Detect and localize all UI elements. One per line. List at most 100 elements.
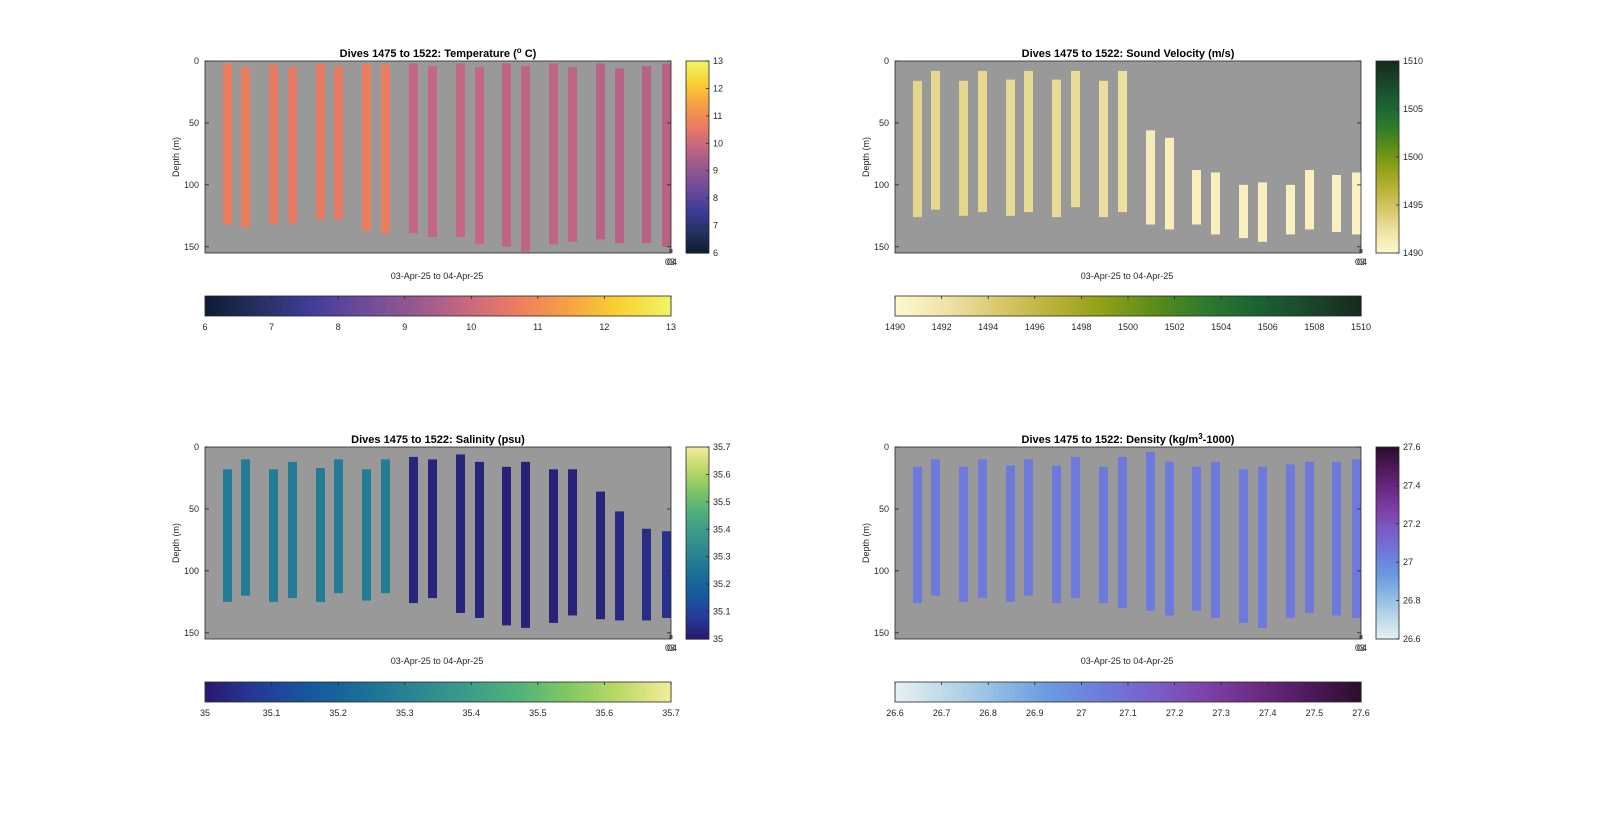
colorbar-segment [624, 296, 631, 316]
colorbar-tick-label: 35.4 [463, 708, 481, 718]
colorbar-segment [1076, 296, 1082, 316]
profile-bar [502, 63, 511, 247]
colorbar-segment [946, 682, 953, 702]
colorbar-segment [220, 682, 227, 702]
colorbar-segment [474, 296, 481, 316]
profile-bar [1165, 461, 1174, 616]
profile-bar [475, 461, 484, 618]
y-axis-label: Depth (m) [171, 137, 181, 177]
colorbar-segment [1184, 296, 1191, 316]
colorbar-segment [360, 682, 367, 702]
colorbar-tick-label: 27.2 [1166, 708, 1184, 718]
profile-bar [1192, 170, 1201, 225]
colorbar-segment [686, 530, 709, 534]
colorbar-tick-label: 35.1 [263, 708, 281, 718]
colorbar-segment [1376, 603, 1399, 608]
colorbar-segment [977, 296, 984, 316]
colorbar-segment [1029, 296, 1036, 316]
colorbar-segment [686, 495, 709, 499]
colorbar-segment [686, 555, 709, 560]
colorbar-segment [936, 682, 943, 702]
colorbar-segment [1319, 682, 1326, 702]
x-tick-label: 04 [1357, 643, 1367, 653]
y-tick-label: 100 [874, 180, 889, 190]
colorbar-segment [1376, 456, 1399, 461]
colorbar-segment [686, 613, 709, 618]
colorbar-segment [463, 296, 470, 316]
colorbar-segment [686, 498, 709, 502]
colorbar-tick-label: 27.4 [1259, 708, 1277, 718]
colorbar-segment [1376, 105, 1399, 110]
colorbar-segment [1309, 682, 1315, 702]
colorbar-segment [1096, 682, 1103, 702]
colorbar-segment [1376, 237, 1399, 241]
colorbar-segment [1195, 682, 1202, 702]
colorbar-tick-label: 1490 [885, 322, 905, 332]
profile-bar [1099, 80, 1108, 218]
colorbar-tick-label: 27.4 [1403, 480, 1421, 490]
colorbar-tick-label: 6 [713, 248, 718, 258]
colorbar-segment [412, 682, 418, 702]
profile-bar [409, 63, 418, 234]
colorbar-segment [562, 682, 569, 702]
profile-bar [931, 459, 940, 596]
colorbar-segment [1376, 536, 1399, 541]
colorbar-segment [1117, 682, 1124, 702]
colorbar-segment [1159, 682, 1165, 702]
colorbar-segment [1055, 682, 1062, 702]
colorbar-segment [1376, 80, 1399, 84]
colorbar-segment [505, 296, 512, 316]
profile-bar [662, 531, 671, 618]
colorbar-segment [1153, 296, 1160, 316]
profile-bar [1052, 79, 1061, 218]
colorbar-segment [619, 296, 625, 316]
colorbar-segment [1133, 682, 1139, 702]
axes-frame [204, 446, 672, 640]
colorbar-segment [686, 469, 709, 474]
profile-bar [521, 461, 530, 628]
colorbar-segment [1236, 682, 1243, 702]
colorbar-segment [375, 296, 382, 316]
colorbar-segment [396, 682, 403, 702]
colorbar-segment [1376, 472, 1399, 477]
colorbar-segment [1376, 565, 1399, 570]
colorbar-segment [1376, 584, 1399, 589]
colorbar-segment [686, 192, 709, 196]
profile-bar [913, 80, 922, 218]
colorbar-tick-label: 1510 [1403, 56, 1423, 66]
colorbar-segment [339, 296, 346, 316]
axes-background [895, 447, 1361, 639]
colorbar-segment [686, 73, 709, 78]
profile-bar [978, 70, 987, 213]
colorbar-segment [686, 230, 709, 235]
colorbar-segment [531, 682, 537, 702]
colorbar-segment [515, 296, 522, 316]
colorbar-segment [1190, 682, 1196, 702]
colorbar-tick-label: 35.6 [596, 708, 614, 718]
profile-bar [456, 454, 465, 613]
colorbar-tick-label: 9 [402, 322, 407, 332]
colorbar-segment [1376, 109, 1399, 113]
colorbar-segment [251, 296, 258, 316]
colorbar-segment [1376, 555, 1399, 560]
colorbar-segment [686, 163, 709, 168]
colorbar-segment [241, 296, 248, 316]
colorbar-segment [686, 610, 709, 614]
profile-bar [381, 459, 390, 594]
profile-bar [521, 65, 530, 252]
colorbar-segment [298, 296, 304, 316]
colorbar-segment [1257, 682, 1264, 702]
colorbar-segment [489, 296, 496, 316]
colorbar-segment [313, 682, 320, 702]
colorbar-segment [215, 682, 222, 702]
colorbar-segment [1128, 682, 1134, 702]
colorbar-segment [920, 296, 927, 316]
colorbar-segment [1376, 89, 1399, 94]
colorbar-segment [1008, 296, 1015, 316]
x-tick-label: 04 [667, 257, 677, 267]
panel-3: Dives 1475 to 1522: Salinity (psu) 0 50 100… [171, 434, 731, 718]
profile-bar [428, 65, 437, 237]
colorbar-segment [936, 296, 943, 316]
colorbar-segment [686, 565, 709, 570]
colorbar-segment [469, 682, 475, 702]
